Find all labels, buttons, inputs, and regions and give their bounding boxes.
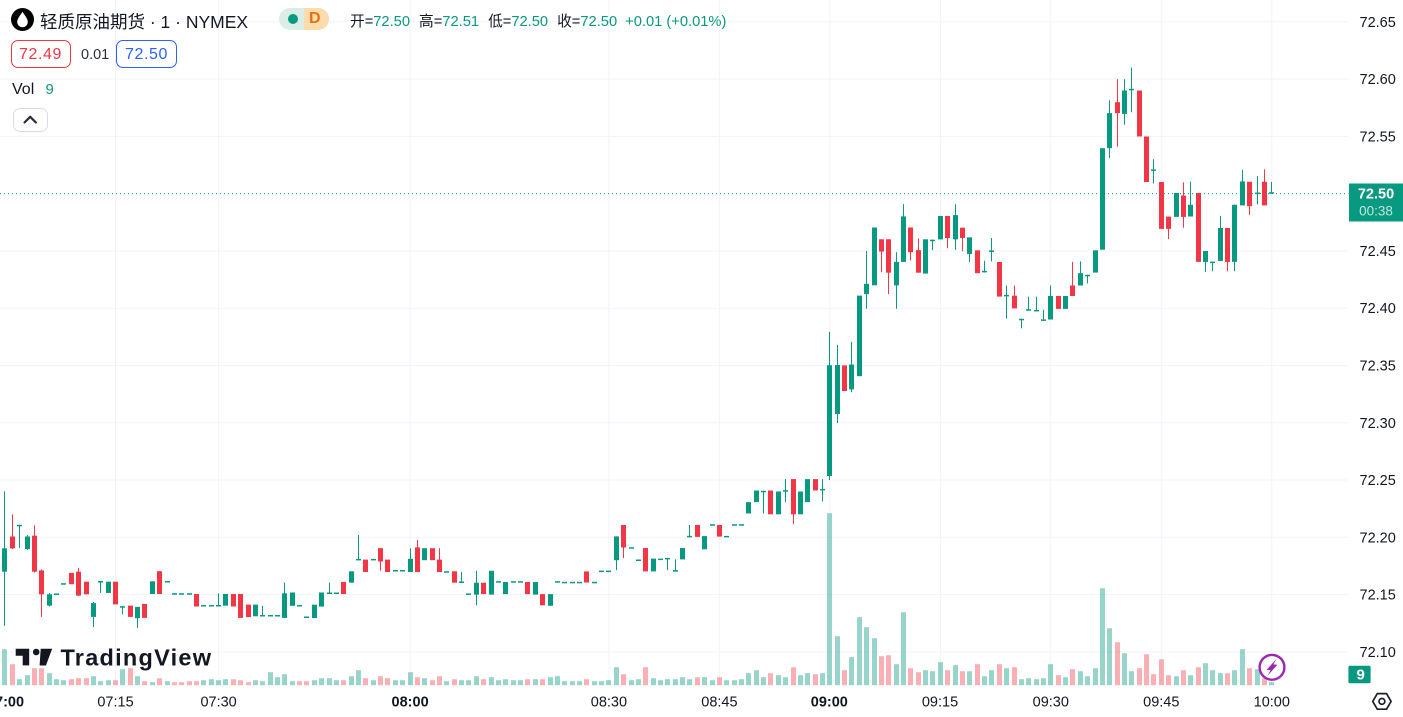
svg-text:09:00: 09:00	[811, 695, 848, 711]
svg-text:72.65: 72.65	[1360, 15, 1396, 31]
svg-text:72.25: 72.25	[1360, 473, 1396, 489]
svg-text:72.45: 72.45	[1360, 244, 1396, 260]
svg-text:07:30: 07:30	[200, 695, 236, 711]
svg-text:08:00: 08:00	[392, 695, 429, 711]
svg-text:72.10: 72.10	[1360, 645, 1396, 661]
svg-text:9: 9	[1357, 666, 1365, 683]
svg-text:08:30: 08:30	[591, 695, 627, 711]
svg-text:72.55: 72.55	[1360, 129, 1396, 145]
svg-text:TradingView: TradingView	[61, 645, 213, 671]
svg-text:10:00: 10:00	[1254, 695, 1290, 711]
svg-text:09:45: 09:45	[1143, 695, 1179, 711]
svg-text:72.35: 72.35	[1360, 359, 1396, 375]
svg-text:07:15: 07:15	[97, 695, 133, 711]
svg-text:08:45: 08:45	[701, 695, 737, 711]
svg-text:72.30: 72.30	[1360, 416, 1396, 432]
svg-text:09:15: 09:15	[922, 695, 958, 711]
svg-text:72.60: 72.60	[1360, 72, 1396, 88]
svg-text:72.15: 72.15	[1360, 588, 1396, 604]
svg-text:72.40: 72.40	[1360, 301, 1396, 317]
svg-text:72.50: 72.50	[1358, 187, 1394, 203]
svg-text:07:00: 07:00	[0, 695, 24, 711]
svg-text:09:30: 09:30	[1033, 695, 1069, 711]
svg-text:72.20: 72.20	[1360, 530, 1396, 546]
svg-text:00:38: 00:38	[1359, 204, 1393, 219]
